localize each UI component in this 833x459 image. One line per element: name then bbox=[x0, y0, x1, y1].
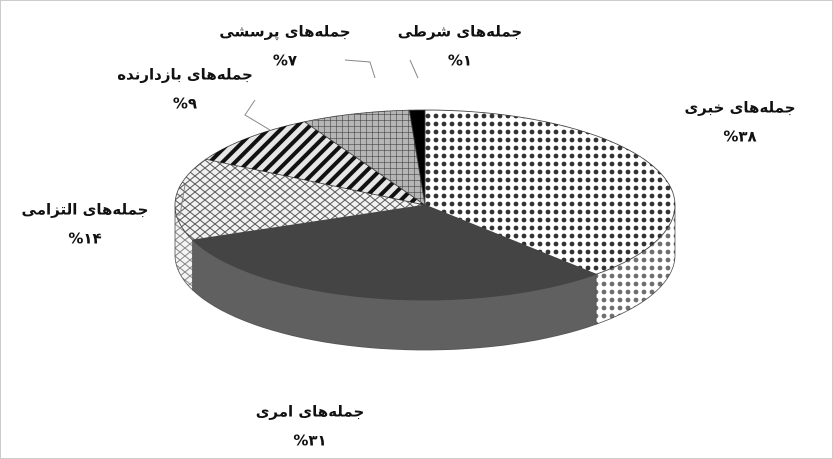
value-label: %۳۸ bbox=[723, 128, 756, 146]
slice-pattern bbox=[304, 110, 425, 205]
leaders bbox=[175, 59, 419, 216]
pie bbox=[174, 109, 676, 351]
slice-pattern bbox=[205, 121, 425, 205]
slice-label: جمله‌های امری bbox=[256, 403, 365, 421]
slice-label: جمله‌های بازدارنده bbox=[117, 66, 253, 84]
value-label: %۱ bbox=[448, 52, 472, 70]
slice-label: جمله‌های التزامی bbox=[22, 201, 149, 219]
slice-pattern bbox=[425, 110, 675, 275]
slice bbox=[191, 204, 598, 301]
value-label: %۹ bbox=[173, 95, 197, 113]
value-label: %۱۴ bbox=[68, 230, 101, 248]
slice-label: جمله‌های پرسشی bbox=[219, 23, 350, 42]
slice-side-pattern bbox=[175, 205, 193, 290]
slice-pattern bbox=[175, 159, 425, 240]
slice-side-pattern bbox=[596, 205, 675, 325]
value-label: %۷ bbox=[273, 52, 297, 70]
value-label: %۳۱ bbox=[293, 432, 326, 450]
slice bbox=[408, 109, 426, 206]
slice-label: جمله‌های خبری bbox=[684, 99, 795, 117]
slice-label: جمله‌های شرطی bbox=[398, 23, 522, 41]
